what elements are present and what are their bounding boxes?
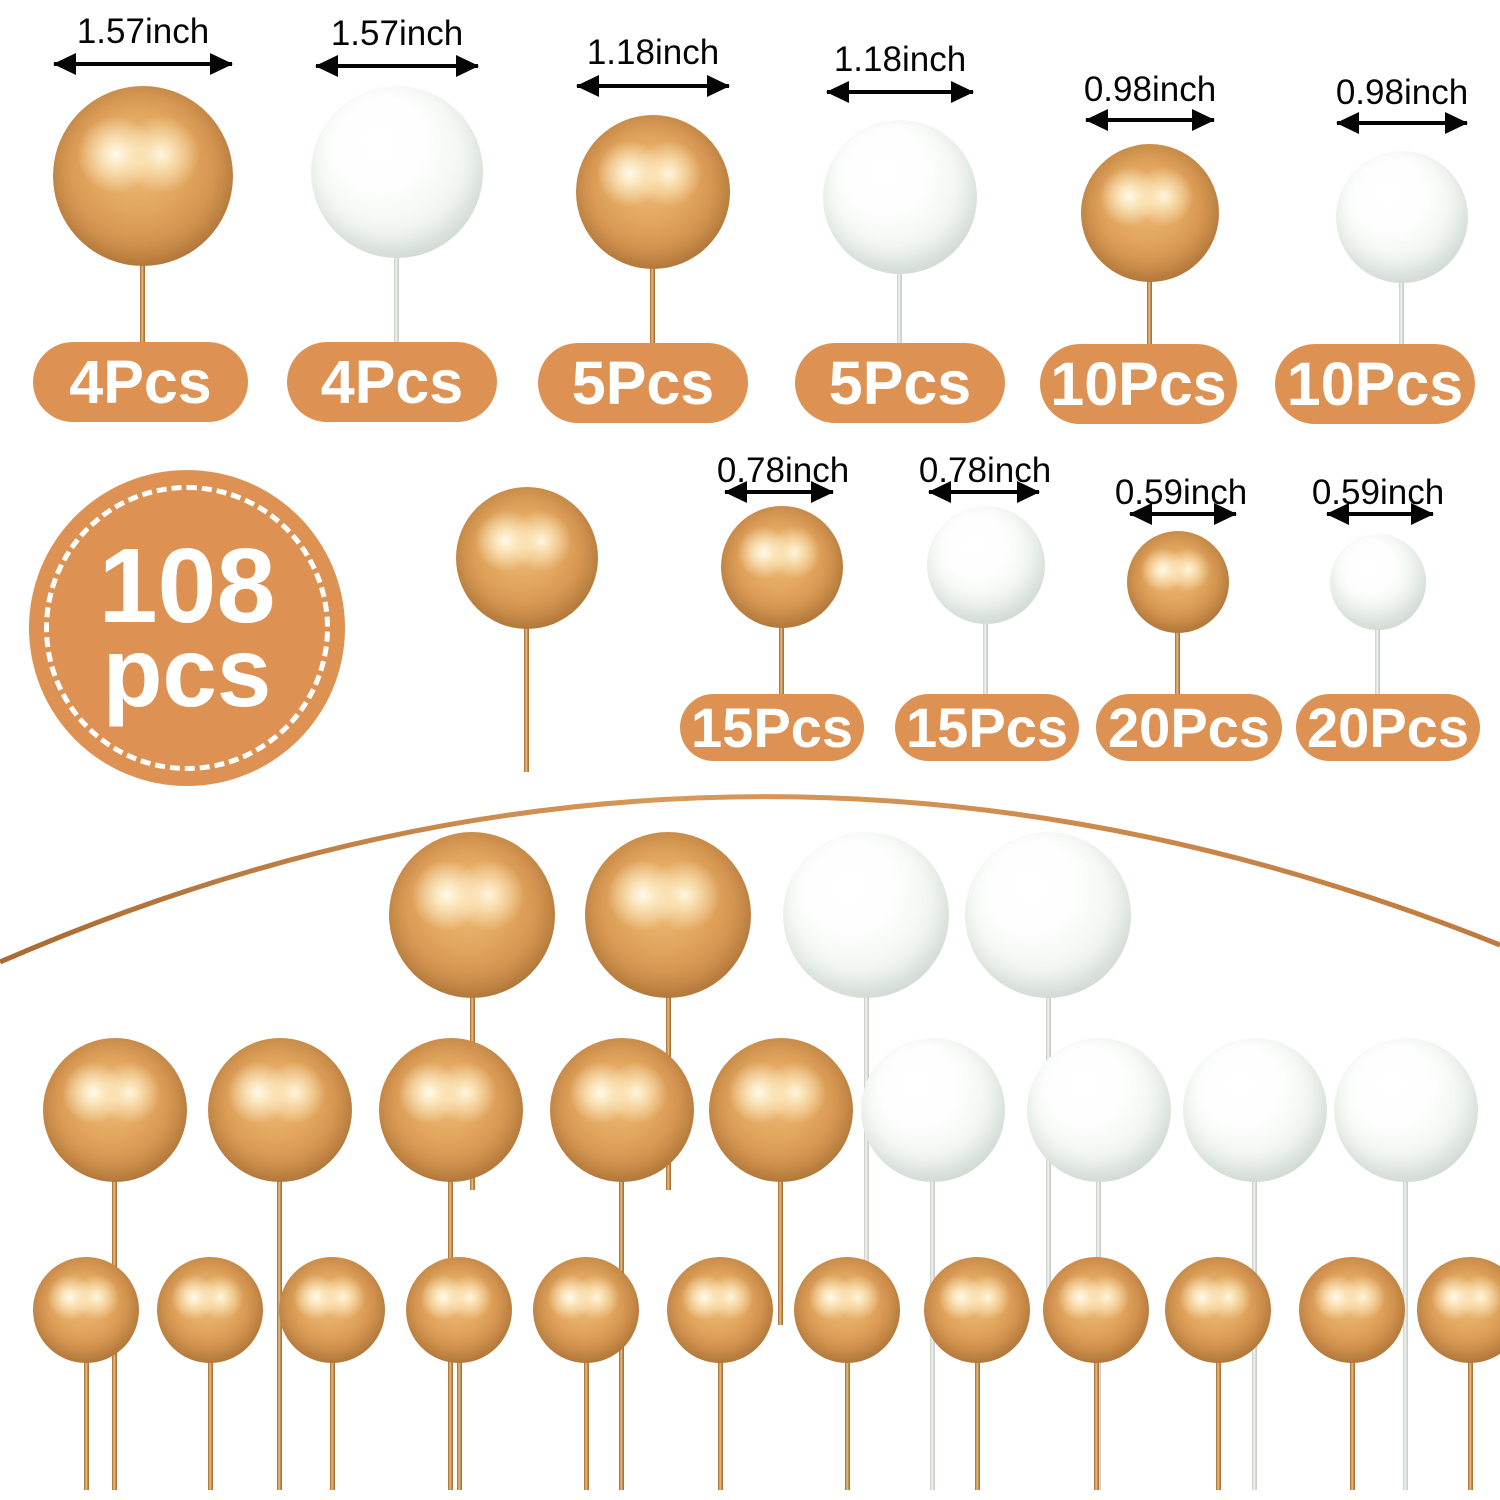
size-label: 1.57inch: [76, 12, 210, 51]
ball-stick: [394, 256, 399, 344]
gold-ball-sample: [721, 506, 843, 628]
count-pill: 15Pcs: [895, 694, 1079, 761]
gold-ball-medium: [550, 1038, 694, 1182]
dimension-arrow-icon: [724, 481, 834, 503]
gold-ball-small: [533, 1257, 639, 1363]
gold-ball-small: [1417, 1257, 1500, 1363]
ball-stick: [1375, 630, 1380, 694]
count-pill: 10Pcs: [1040, 344, 1237, 424]
gold-ball-small: [1165, 1257, 1271, 1363]
dimension-arrow-icon: [53, 53, 233, 75]
dimension-arrow-icon: [928, 481, 1040, 503]
size-label: 1.18inch: [833, 40, 967, 79]
white-ball-medium: [1334, 1038, 1478, 1182]
gold-ball-medium: [709, 1038, 853, 1182]
white-ball-medium: [861, 1038, 1005, 1182]
count-pill: 15Pcs: [680, 694, 864, 761]
ball-stick: [1399, 281, 1404, 344]
ball-stick: [84, 1355, 89, 1490]
dimension-arrow-icon: [576, 75, 730, 97]
white-ball-medium: [1183, 1038, 1327, 1182]
ball-stick: [584, 1355, 589, 1490]
badge-count: 108: [98, 527, 276, 646]
size-label: 1.57inch: [330, 14, 464, 53]
count-pill: 10Pcs: [1275, 344, 1475, 424]
size-label: 0.98inch: [1083, 70, 1217, 109]
ball-stick: [140, 264, 145, 344]
gold-ball-small: [279, 1257, 385, 1363]
count-pill: 5Pcs: [538, 343, 748, 423]
white-ball-sample: [1330, 534, 1426, 630]
dimension-arrow-icon: [826, 81, 974, 103]
dimension-arrow-icon: [1129, 503, 1237, 525]
ball-stick: [1468, 1355, 1473, 1490]
white-ball-medium: [1027, 1038, 1171, 1182]
ball-stick: [983, 623, 988, 694]
gold-ball-small: [667, 1257, 773, 1363]
gold-ball-small: [1299, 1257, 1405, 1363]
badge-dashed-ring: [44, 485, 330, 771]
ball-stick: [778, 1175, 783, 1325]
count-pill: 5Pcs: [795, 343, 1005, 423]
gold-ball-medium: [43, 1038, 187, 1182]
size-label: 0.98inch: [1335, 73, 1469, 112]
gold-ball-small: [157, 1257, 263, 1363]
ball-stick: [1147, 280, 1152, 344]
ball-stick: [524, 627, 529, 772]
gold-ball-sample: [576, 115, 730, 269]
gold-ball-small: [406, 1257, 512, 1363]
ball-stick: [1216, 1355, 1221, 1490]
dimension-arrow-icon: [1326, 503, 1434, 525]
ball-stick: [330, 1355, 335, 1490]
ball-stick: [864, 990, 869, 1320]
white-ball-sample: [1336, 151, 1468, 283]
ball-stick: [975, 1355, 980, 1490]
ball-stick: [277, 1175, 282, 1490]
count-pill: 4Pcs: [33, 342, 248, 422]
white-ball-sample: [823, 120, 977, 274]
gold-ball-sample: [53, 86, 233, 266]
count-pill: 20Pcs: [1096, 694, 1282, 761]
white-ball-sample: [927, 506, 1045, 624]
gold-ball-small: [1043, 1257, 1149, 1363]
badge-text: 108 pcs: [29, 470, 345, 786]
ball-stick: [1403, 1175, 1408, 1490]
ball-stick: [650, 267, 655, 344]
ball-stick: [457, 1355, 462, 1490]
dimension-arrow-icon: [1336, 112, 1468, 134]
size-label: 1.18inch: [586, 33, 720, 72]
white-ball-sample: [311, 86, 483, 258]
gold-ball-large: [389, 832, 555, 998]
ball-stick: [1094, 1355, 1099, 1490]
ball-stick: [897, 272, 902, 344]
gold-ball-sample: [1127, 531, 1229, 633]
gold-ball-small: [794, 1257, 900, 1363]
dimension-arrow-icon: [1085, 109, 1215, 131]
gold-ball-medium: [379, 1038, 523, 1182]
gold-ball-sample: [456, 487, 598, 629]
gold-ball-medium: [208, 1038, 352, 1182]
ball-stick: [1350, 1355, 1355, 1490]
count-pill: 4Pcs: [287, 342, 497, 422]
gold-ball-sample: [1081, 144, 1219, 282]
dimension-arrow-icon: [315, 55, 479, 77]
ball-stick: [718, 1355, 723, 1490]
ball-stick: [208, 1355, 213, 1490]
ball-stick: [845, 1355, 850, 1490]
gold-ball-small: [924, 1257, 1030, 1363]
ball-stick: [779, 627, 784, 695]
gold-ball-large: [585, 832, 751, 998]
gold-ball-small: [33, 1257, 139, 1363]
white-ball-large: [965, 832, 1131, 998]
count-pill: 20Pcs: [1296, 694, 1480, 761]
ball-stick: [1175, 632, 1180, 694]
total-count-badge: 108 pcs: [29, 470, 345, 786]
badge-unit: pcs: [102, 617, 272, 728]
white-ball-large: [783, 832, 949, 998]
